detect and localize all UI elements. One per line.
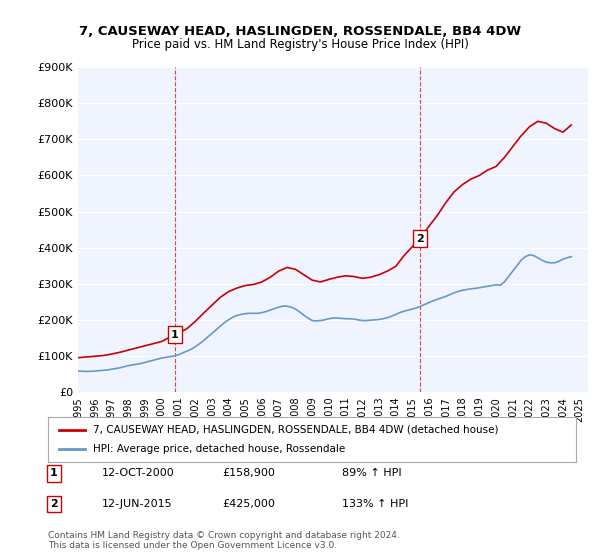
Text: £425,000: £425,000 xyxy=(222,499,275,509)
Text: 1: 1 xyxy=(171,330,179,340)
Text: 7, CAUSEWAY HEAD, HASLINGDEN, ROSSENDALE, BB4 4DW: 7, CAUSEWAY HEAD, HASLINGDEN, ROSSENDALE… xyxy=(79,25,521,38)
Text: 12-OCT-2000: 12-OCT-2000 xyxy=(102,468,175,478)
Text: 12-JUN-2015: 12-JUN-2015 xyxy=(102,499,173,509)
Text: 2: 2 xyxy=(50,499,58,509)
Text: 89% ↑ HPI: 89% ↑ HPI xyxy=(342,468,401,478)
Text: 1: 1 xyxy=(50,468,58,478)
Text: 7, CAUSEWAY HEAD, HASLINGDEN, ROSSENDALE, BB4 4DW (detached house): 7, CAUSEWAY HEAD, HASLINGDEN, ROSSENDALE… xyxy=(93,424,499,435)
Text: £158,900: £158,900 xyxy=(222,468,275,478)
Text: HPI: Average price, detached house, Rossendale: HPI: Average price, detached house, Ross… xyxy=(93,445,345,455)
Text: Price paid vs. HM Land Registry's House Price Index (HPI): Price paid vs. HM Land Registry's House … xyxy=(131,38,469,50)
Text: 2: 2 xyxy=(416,234,424,244)
Text: 133% ↑ HPI: 133% ↑ HPI xyxy=(342,499,409,509)
Text: Contains HM Land Registry data © Crown copyright and database right 2024.
This d: Contains HM Land Registry data © Crown c… xyxy=(48,530,400,550)
